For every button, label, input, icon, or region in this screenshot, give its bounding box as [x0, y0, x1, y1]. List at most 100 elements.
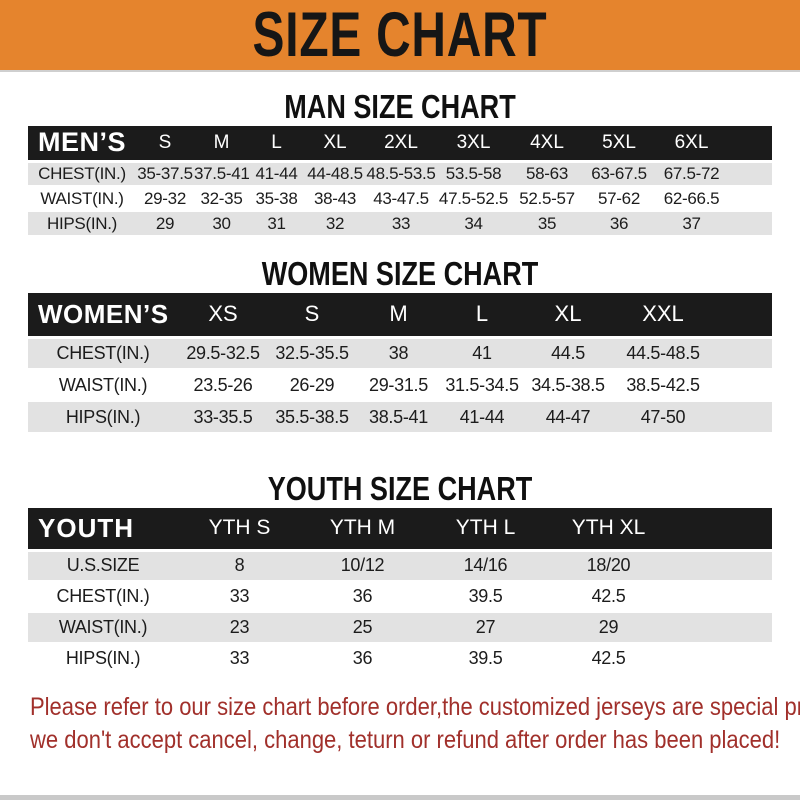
men-size-header: 4XL	[511, 126, 583, 163]
table-cell: 63-67.5	[583, 161, 655, 187]
disclaimer-line-1: Please refer to our size chart before or…	[30, 693, 800, 721]
row-label: CHEST(IN.)	[28, 337, 178, 370]
youth-hips-row: HIPS(IN.) 33 36 39.5 42.5	[28, 643, 772, 675]
table-cell: 23	[178, 612, 301, 644]
spacer-cell	[713, 293, 772, 339]
youth-size-header: YTH M	[301, 508, 424, 552]
row-label: U.S.SIZE	[28, 550, 178, 582]
table-cell: 35.5-38.5	[268, 401, 356, 434]
youth-size-header: YTH S	[178, 508, 301, 552]
table-cell: 35-38	[249, 186, 304, 212]
table-cell: 29-32	[136, 186, 194, 212]
table-cell: 44-48.5	[304, 161, 366, 187]
table-cell: 48.5-53.5	[366, 161, 436, 187]
row-label: CHEST(IN.)	[28, 161, 136, 187]
youth-section-title: YOUTH SIZE CHART	[267, 470, 533, 507]
men-size-header: 2XL	[366, 126, 436, 163]
table-cell: 33	[178, 643, 301, 675]
men-size-header: S	[136, 126, 194, 163]
page-title: SIZE CHART	[252, 0, 548, 70]
table-cell: 30	[194, 211, 249, 237]
table-cell: 38-43	[304, 186, 366, 212]
men-size-header: L	[249, 126, 304, 163]
spacer-cell	[713, 369, 772, 402]
women-hips-row: HIPS(IN.) 33-35.5 35.5-38.5 38.5-41 41-4…	[28, 401, 772, 434]
spacer-cell	[670, 612, 772, 644]
table-cell: 32	[304, 211, 366, 237]
spacer-cell	[728, 211, 772, 237]
table-cell: 35-37.5	[136, 161, 194, 187]
row-label: HIPS(IN.)	[28, 211, 136, 237]
table-cell: 32-35	[194, 186, 249, 212]
women-size-header: XS	[178, 293, 268, 339]
table-cell: 36	[301, 581, 424, 613]
table-cell: 44-47	[523, 401, 613, 434]
table-cell: 27	[424, 612, 547, 644]
table-cell: 25	[301, 612, 424, 644]
women-section-title: WOMEN SIZE CHART	[261, 255, 539, 292]
banner: SIZE CHART	[0, 0, 800, 72]
youth-table-label: YOUTH	[28, 508, 178, 552]
men-size-header: 3XL	[436, 126, 511, 163]
table-cell: 29-31.5	[356, 369, 441, 402]
men-size-header: XL	[304, 126, 366, 163]
table-cell: 47.5-52.5	[436, 186, 511, 212]
table-cell: 37	[655, 211, 728, 237]
men-header-row: MEN’S S M L XL 2XL 3XL 4XL 5XL 6XL	[28, 126, 772, 163]
women-size-header: L	[441, 293, 523, 339]
spacer-cell	[713, 401, 772, 434]
youth-chest-row: CHEST(IN.) 33 36 39.5 42.5	[28, 581, 772, 613]
table-cell: 62-66.5	[655, 186, 728, 212]
table-cell: 33	[366, 211, 436, 237]
youth-header-row: YOUTH YTH S YTH M YTH L YTH XL	[28, 508, 772, 552]
table-cell: 52.5-57	[511, 186, 583, 212]
table-cell: 38.5-42.5	[613, 369, 713, 402]
table-cell: 41-44	[249, 161, 304, 187]
table-cell: 36	[583, 211, 655, 237]
table-cell: 35	[511, 211, 583, 237]
table-cell: 41-44	[441, 401, 523, 434]
table-cell: 39.5	[424, 581, 547, 613]
disclaimer-line-2: we don't accept cancel, change, teturn o…	[30, 726, 781, 754]
table-cell: 47-50	[613, 401, 713, 434]
youth-size-header: YTH XL	[547, 508, 670, 552]
women-header-row: WOMEN’S XS S M L XL XXL	[28, 293, 772, 339]
table-cell: 39.5	[424, 643, 547, 675]
row-label: CHEST(IN.)	[28, 581, 178, 613]
table-cell: 34.5-38.5	[523, 369, 613, 402]
women-size-header: XXL	[613, 293, 713, 339]
table-cell: 37.5-41	[194, 161, 250, 187]
table-cell: 41	[441, 337, 523, 370]
row-label: WAIST(IN.)	[28, 186, 136, 212]
row-label: HIPS(IN.)	[28, 401, 178, 434]
row-label: HIPS(IN.)	[28, 643, 178, 675]
table-cell: 58-63	[511, 161, 583, 187]
table-cell: 36	[301, 643, 424, 675]
spacer-cell	[728, 161, 772, 187]
men-size-table: MEN’S S M L XL 2XL 3XL 4XL 5XL 6XL CHEST…	[28, 126, 772, 237]
women-size-header: M	[356, 293, 441, 339]
spacer-cell	[728, 126, 772, 163]
table-cell: 33-35.5	[178, 401, 268, 434]
youth-size-header: YTH L	[424, 508, 547, 552]
men-table-label: MEN’S	[28, 126, 136, 163]
table-cell: 31.5-34.5	[441, 369, 523, 402]
women-chest-row: CHEST(IN.) 29.5-32.5 32.5-35.5 38 41 44.…	[28, 337, 772, 370]
youth-waist-row: WAIST(IN.) 23 25 27 29	[28, 612, 772, 644]
spacer-cell	[728, 186, 772, 212]
table-cell: 29	[136, 211, 194, 237]
women-size-header: S	[268, 293, 356, 339]
table-cell: 67.5-72	[655, 161, 728, 187]
men-hips-row: HIPS(IN.) 29 30 31 32 33 34 35 36 37	[28, 211, 772, 237]
table-cell: 44.5	[523, 337, 613, 370]
table-cell: 14/16	[424, 550, 547, 582]
table-cell: 26-29	[268, 369, 356, 402]
table-cell: 29.5-32.5	[178, 337, 268, 370]
table-cell: 53.5-58	[436, 161, 511, 187]
table-cell: 42.5	[547, 643, 670, 675]
bottom-edge-strip	[0, 795, 800, 800]
disclaimer: Please refer to our size chart before or…	[0, 691, 800, 757]
spacer-cell	[670, 508, 772, 552]
row-label: WAIST(IN.)	[28, 369, 178, 402]
men-section-title: MAN SIZE CHART	[284, 88, 516, 125]
